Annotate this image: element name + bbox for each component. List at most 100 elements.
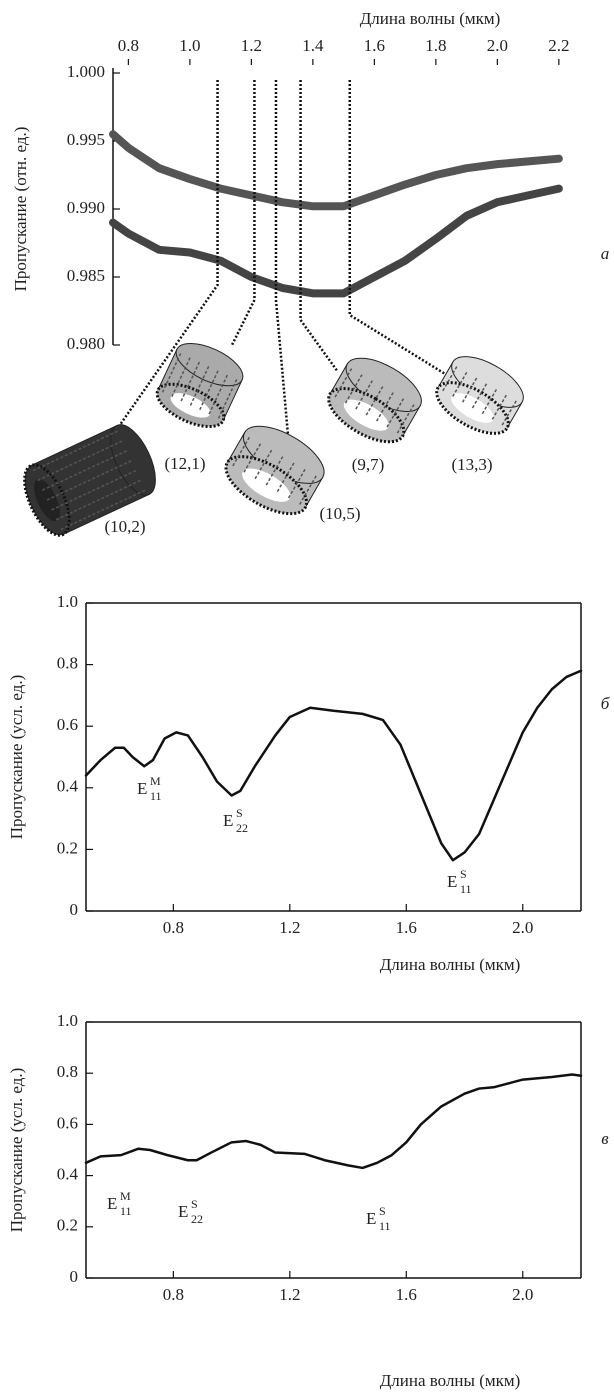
annotation: E [107, 1194, 117, 1213]
x-tick-label: 1.6 [364, 36, 385, 55]
tube-stripe [55, 478, 143, 521]
tube-stripe [60, 488, 148, 531]
tube-stripe [355, 378, 375, 410]
tube-label: (10,2) [104, 517, 145, 536]
data-line [109, 130, 563, 211]
annotation: E [223, 811, 233, 830]
annotation-sup: S [379, 1204, 386, 1218]
annotation: E [366, 1209, 376, 1228]
nanotube [224, 425, 325, 516]
tube-stripe [51, 469, 138, 511]
data-line [84, 669, 583, 862]
y-tick-label: 0 [70, 900, 79, 919]
tube-stripe [189, 364, 211, 406]
tube-stripe [32, 429, 120, 472]
tube-stripe [254, 448, 274, 480]
y-axis-title: Пропускание (отн. ед.) [11, 127, 30, 292]
tube-label: (13,3) [451, 455, 492, 474]
panel-label: в [601, 1129, 609, 1148]
connector [274, 80, 290, 436]
nanotube [435, 356, 524, 435]
tube-stripe [243, 441, 263, 473]
tube-hole [242, 468, 291, 502]
tube-stripe [287, 467, 307, 499]
x-tick-label: 1.0 [179, 36, 200, 55]
x-tick-label: 0.8 [118, 36, 139, 55]
y-tick-label: 1.0 [57, 592, 78, 611]
y-tick-label: 0.2 [57, 838, 78, 857]
tube-stripe [396, 402, 416, 434]
annotation-sup: S [460, 867, 467, 881]
x-axis-title: Длина волны (мкм) [380, 955, 521, 974]
x-tick-label: 1.6 [396, 1285, 417, 1304]
x-axis-title: Длина волны (мкм) [360, 9, 501, 28]
annotation-sub: 11 [150, 789, 162, 803]
nanotube [327, 357, 422, 444]
tube-stripe [299, 473, 318, 505]
tube-end [175, 342, 244, 387]
y-tick-label: 0.990 [67, 198, 105, 217]
x-tick-label: 1.2 [279, 918, 300, 937]
y-tick-label: 0.4 [57, 1165, 79, 1184]
y-tick-label: 0.8 [57, 654, 78, 673]
y-tick-label: 0.8 [57, 1062, 78, 1081]
tube-label: (9,7) [352, 455, 385, 474]
annotation-sup: M [120, 1189, 131, 1203]
annotation-sub: 22 [236, 821, 248, 835]
tube-stripe [375, 390, 395, 422]
tube-stripe [171, 355, 192, 398]
annotation: E [447, 872, 457, 891]
x-tick-label: 1.2 [241, 36, 262, 55]
y-tick-label: 0.980 [67, 334, 105, 353]
tube-stripe [217, 377, 239, 419]
tube-stripe [276, 460, 296, 492]
x-tick-label: 1.6 [396, 918, 417, 937]
tube-hole [34, 479, 60, 522]
tube-hole [170, 393, 211, 418]
tube-stripe [461, 375, 479, 403]
y-axis-title: Пропускание (усл. ед.) [7, 675, 26, 840]
tube-hole [343, 399, 389, 431]
x-tick-label: 0.8 [163, 1285, 184, 1304]
panel-label: б [601, 694, 610, 713]
panel-label: а [601, 244, 610, 263]
y-tick-label: 0 [70, 1267, 79, 1286]
tube-stripe [42, 449, 129, 491]
tube-hole [451, 393, 494, 423]
tube-stripe [199, 368, 220, 411]
annotation-sup: M [150, 774, 161, 788]
tube-stripe [208, 372, 229, 415]
annotation-sub: 11 [379, 1219, 391, 1233]
tube-stripe [365, 384, 385, 416]
connector [299, 80, 340, 373]
tube-stripe [265, 454, 285, 486]
annotation: E [178, 1202, 188, 1221]
tube-stripe [180, 359, 201, 402]
tube-stripe [37, 439, 125, 482]
y-tick-label: 1.0 [57, 1011, 78, 1030]
y-tick-label: 1.000 [67, 62, 105, 81]
annotation-sup: S [191, 1197, 198, 1211]
tube-stripe [334, 366, 354, 398]
tube-stripe [344, 372, 364, 404]
x-tick-label: 2.0 [512, 918, 533, 937]
y-tick-label: 0.985 [67, 266, 105, 285]
annotation-sup: S [236, 806, 243, 820]
y-axis-title: Пропускание (усл. ед.) [7, 1068, 26, 1233]
x-tick-label: 2.0 [487, 36, 508, 55]
y-tick-label: 0.995 [67, 130, 105, 149]
y-tick-label: 0.2 [57, 1216, 78, 1235]
x-axis-title: Длина волны (мкм) [380, 1371, 521, 1390]
data-line [84, 1073, 583, 1170]
y-tick-label: 0.6 [57, 1113, 78, 1132]
x-tick-label: 2.0 [512, 1285, 533, 1304]
tube-stripe [161, 351, 183, 393]
annotation-sub: 22 [191, 1212, 203, 1226]
nanotube [155, 342, 244, 429]
annotation: E [137, 779, 147, 798]
tube-stripe [46, 459, 134, 501]
tube-stripe [232, 435, 251, 467]
tube-stripe [386, 396, 406, 428]
tube-label: (10,5) [319, 504, 360, 523]
